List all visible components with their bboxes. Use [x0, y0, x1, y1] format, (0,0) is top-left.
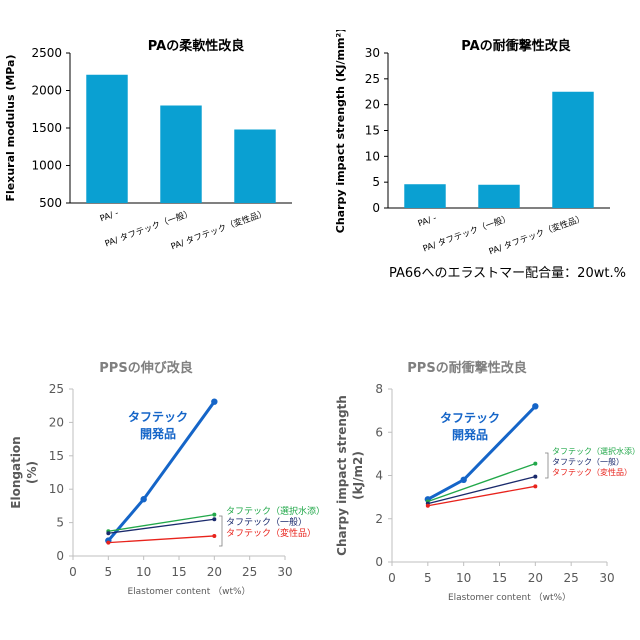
y-axis-label: Flexural modulus (MPa): [4, 54, 17, 201]
series-label-modified: タフテック（変性品）: [226, 527, 316, 539]
series-label-general: タフテック（一般）: [226, 516, 307, 528]
y-tick-label: 0: [372, 201, 380, 215]
pa-flexural-modulus-chart: PAの柔軟性改良 500 1000 1500 2000 2500 Flexural modu…: [4, 38, 292, 252]
x-tick-label: 30: [599, 571, 614, 585]
x-axis-label: Elastomer content （wt%）: [127, 586, 250, 597]
y-tick-label: 30: [365, 46, 380, 60]
y-tick-label: 1000: [31, 159, 62, 173]
chart-title: PPSの伸び改良: [99, 360, 192, 376]
elastomer-content-note: PA66へのエラストマー配合量：20wt.%: [389, 266, 626, 281]
data-point: [140, 496, 147, 503]
data-point: [106, 531, 111, 536]
x-tick-label: 10: [136, 565, 151, 579]
y-tick-label: 1500: [31, 121, 62, 135]
data-point: [533, 484, 538, 489]
chart-title: PPSの耐衝撃性改良: [407, 360, 526, 376]
y-tick-label: 0: [56, 549, 64, 563]
data-point: [533, 474, 538, 479]
y-axis-label: Elongation (%): [9, 436, 39, 508]
y-tick-label: 10: [365, 149, 380, 163]
x-category-label: PA/ -: [99, 208, 120, 224]
y-tick-label: 20: [49, 415, 64, 429]
series-line-1: [108, 513, 215, 532]
chart-title: PAの柔軟性改良: [148, 38, 244, 54]
bar-1: [478, 184, 520, 208]
y-tick-label: 15: [365, 124, 380, 138]
x-tick-label: 15: [492, 571, 507, 585]
pps-impact-strength-chart: PPSの耐衝撃性改良 0 2 4 6 8 0 5 10 15 20 25 30 Elastomer con…: [335, 360, 640, 603]
x-tick-label: 0: [69, 565, 77, 579]
x-tick-label: 25: [564, 571, 579, 585]
legend-bracket: [219, 515, 223, 547]
x-tick-label: 20: [528, 571, 543, 585]
dev-label-line2: 開発品: [452, 427, 488, 442]
y-tick-label: 10: [49, 482, 64, 496]
x-category-label: PA/ -: [417, 213, 438, 229]
y-tick-label: 25: [49, 382, 64, 396]
data-point: [425, 503, 430, 508]
x-tick-label: 25: [242, 565, 257, 579]
y-tick-label: 5: [372, 175, 380, 189]
x-tick-label: 20: [207, 565, 222, 579]
data-point: [211, 398, 218, 405]
series-label-modified: タフテック（変性品）: [552, 467, 632, 477]
dev-label-line1: タフテック: [440, 411, 500, 425]
pps-elongation-chart: PPSの伸び改良 0 5 10 15 20 25 0 5 10 15 20 25 30 Elastomer …: [9, 360, 320, 597]
data-point: [212, 512, 217, 517]
series-label-general: タフテック（一般）: [552, 457, 624, 467]
data-point: [532, 403, 539, 410]
series-label-selective: タフテック（選択水添）: [226, 505, 320, 517]
bar-0: [404, 184, 446, 208]
data-point: [212, 533, 217, 538]
bar-2: [552, 91, 594, 208]
x-tick-label: 5: [105, 565, 113, 579]
y-tick-label: 2500: [31, 46, 62, 60]
x-tick-label: 15: [171, 565, 186, 579]
dev-label-line2: 開発品: [140, 426, 176, 441]
y-tick-label: 500: [39, 196, 62, 210]
y-tick-label: 25: [365, 72, 380, 86]
x-tick-label: 30: [277, 565, 292, 579]
bar-1: [160, 105, 202, 203]
chart-title: PAの耐衝撃性改良: [461, 38, 570, 54]
x-tick-label: 5: [424, 571, 432, 585]
y-tick-label: 6: [375, 425, 383, 439]
x-axis-label: Elastomer content （wt%）: [448, 592, 571, 603]
series-label-selective: タフテック（選択水添）: [552, 446, 640, 456]
series-line-3: [108, 535, 215, 544]
y-tick-label: 8: [375, 382, 383, 396]
data-point: [460, 476, 467, 484]
pa-impact-strength-chart: PAの耐衝撃性改良 0 5 10 15 20 25 30 Charpy impact stren…: [334, 30, 610, 257]
x-tick-label: 10: [456, 571, 471, 585]
x-tick-label: 0: [388, 571, 396, 585]
data-point: [533, 461, 538, 466]
y-tick-label: 2: [375, 512, 383, 526]
y-axis-label: Charpy impact strength (kJ/m2): [335, 395, 365, 556]
series-line-1: [427, 462, 536, 503]
legend-bracket: [545, 452, 549, 479]
series-line-2: [108, 518, 215, 534]
y-tick-label: 4: [375, 469, 383, 483]
series-line-2: [427, 475, 536, 505]
y-tick-label: 15: [49, 449, 64, 463]
y-tick-label: 20: [365, 98, 380, 112]
data-point: [212, 517, 217, 522]
y-tick-label: 5: [56, 516, 64, 530]
y-tick-label: 0: [375, 555, 383, 569]
y-tick-label: 2000: [31, 84, 62, 98]
dev-label-line1: タフテック: [128, 410, 188, 424]
series-line-3: [427, 485, 536, 507]
y-axis-label: Charpy impact strength (KJ/mm²): [334, 30, 347, 233]
bar-0: [86, 74, 128, 203]
bar-2: [234, 129, 276, 203]
data-point: [106, 540, 111, 545]
